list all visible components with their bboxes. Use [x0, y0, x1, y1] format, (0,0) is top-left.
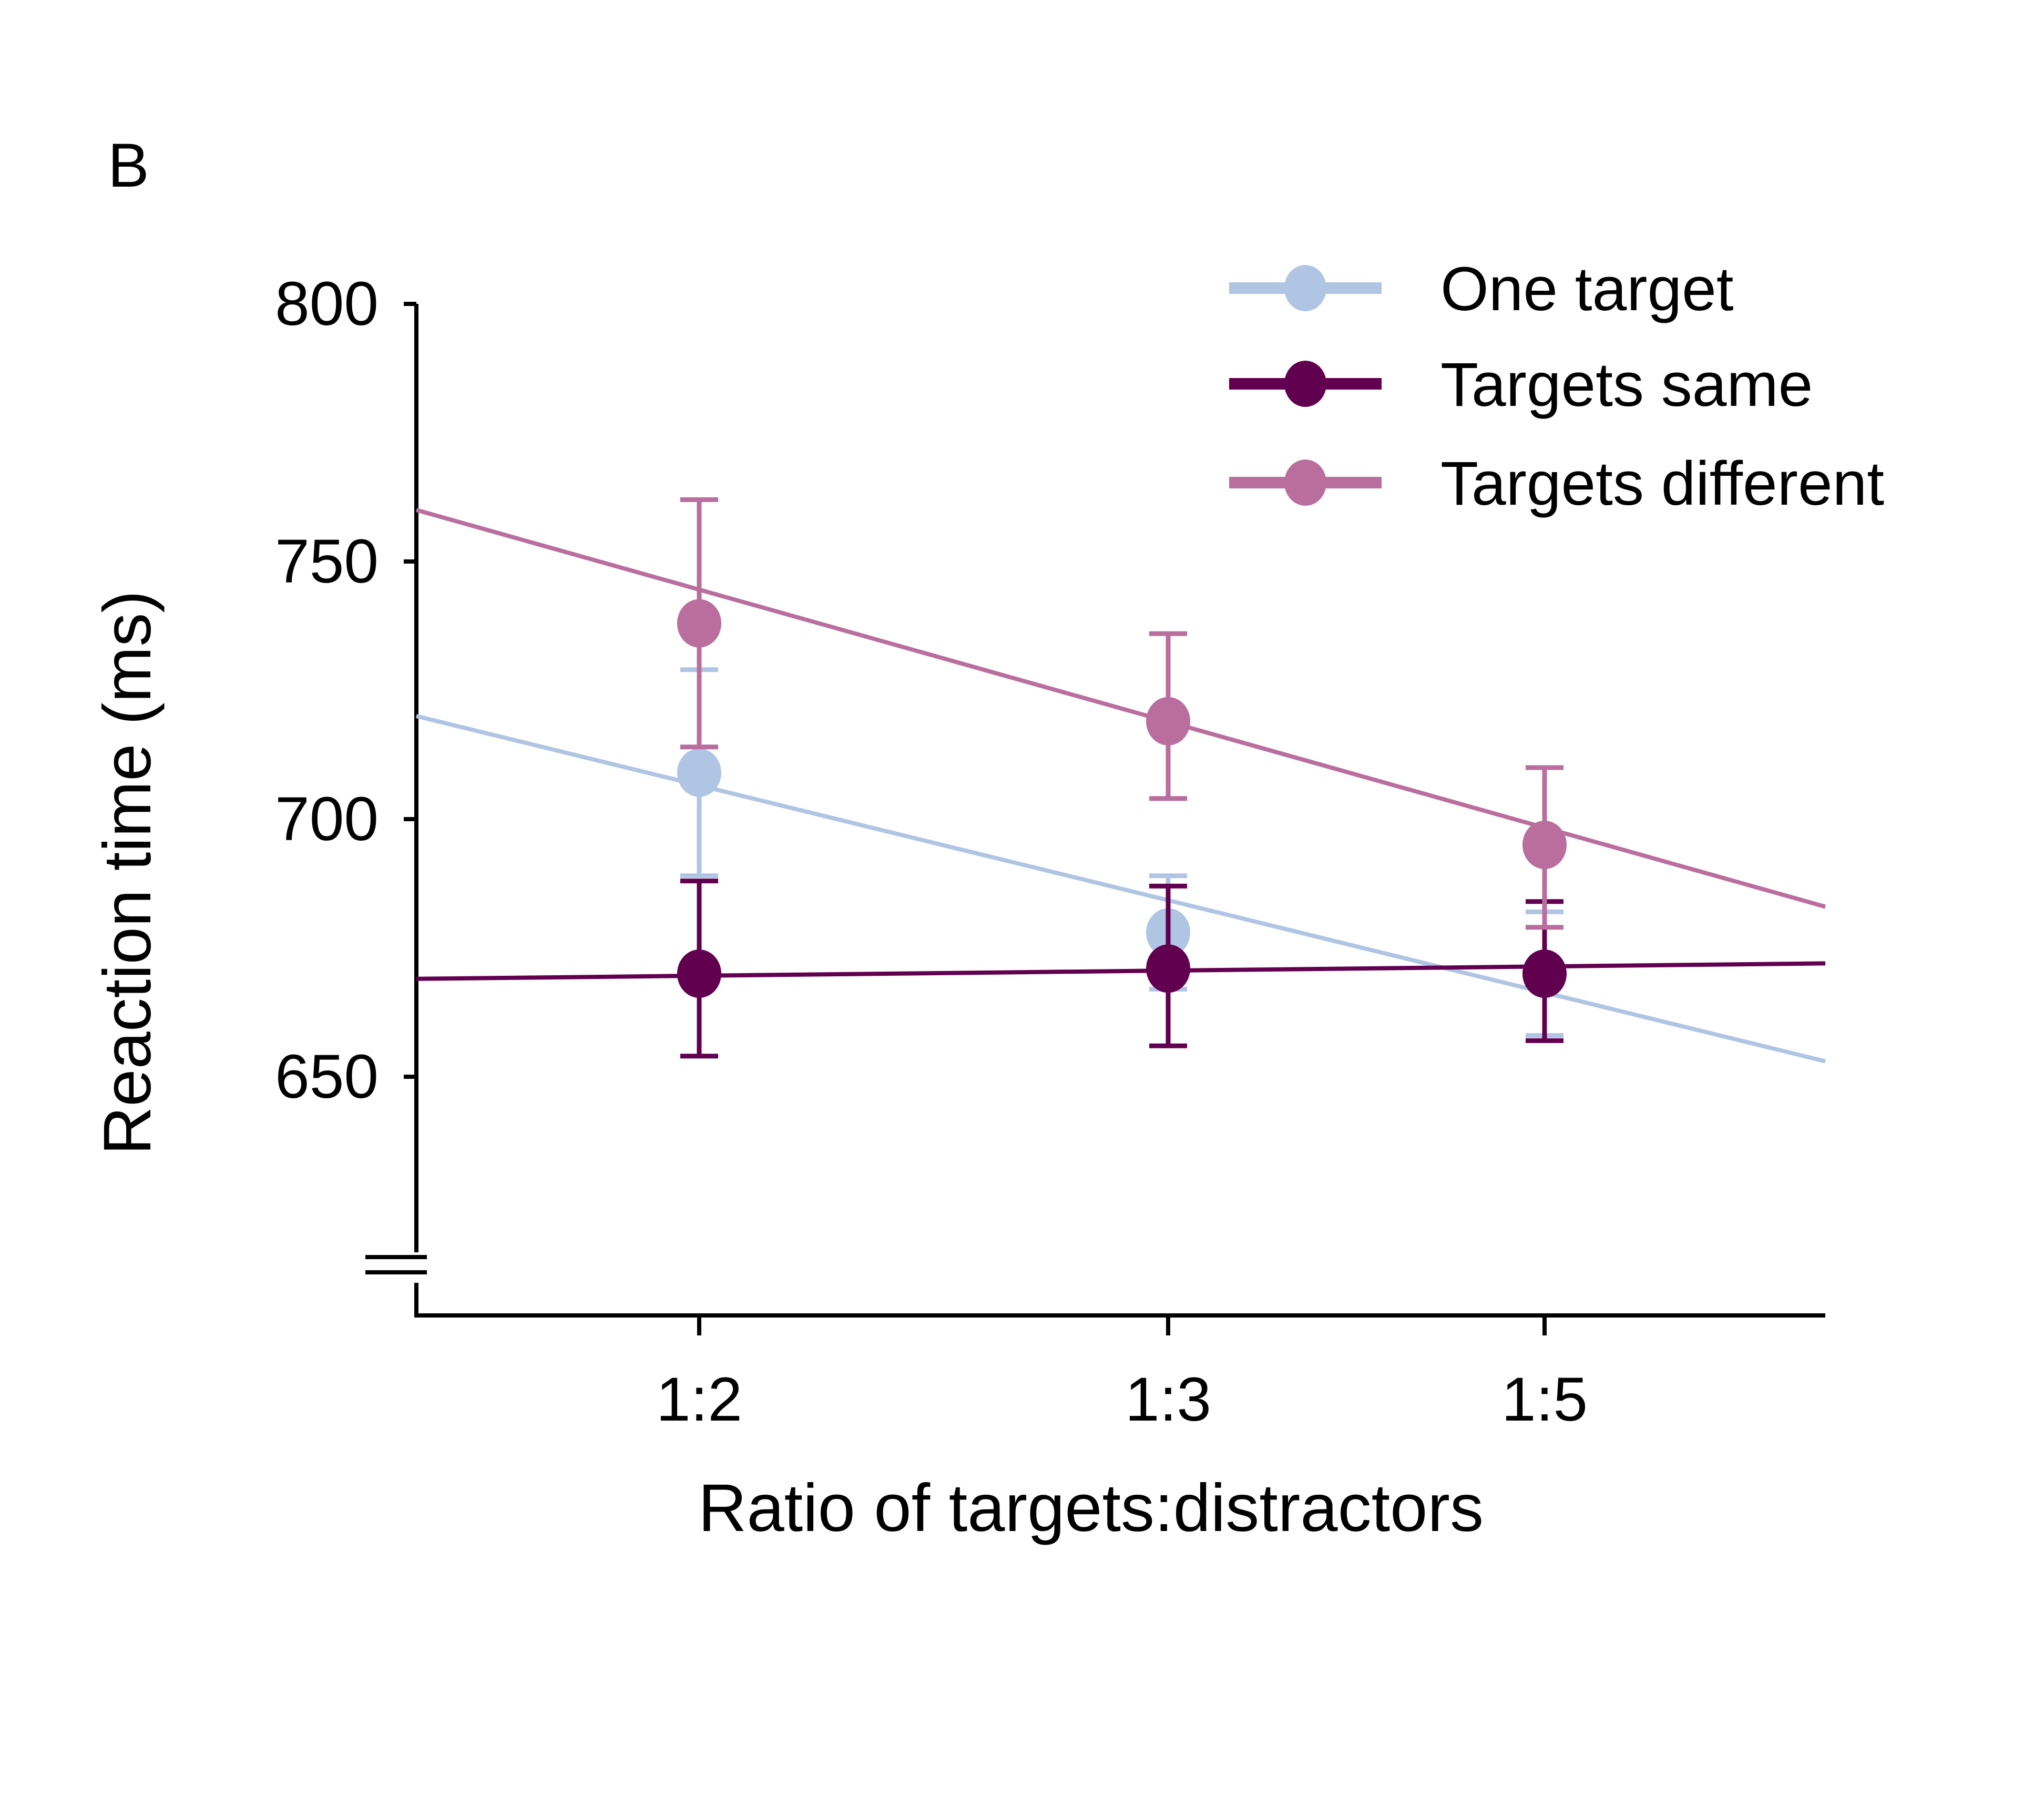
data-point	[677, 950, 721, 998]
legend-label: Targets different	[1440, 449, 1884, 518]
series-layer	[415, 497, 1826, 1064]
y-tick-label: 750	[275, 527, 379, 596]
legend-swatch-marker	[1284, 265, 1326, 311]
y-axis-label: Reaction time (ms)	[90, 590, 165, 1155]
legend: One target Targets same Targets different	[1229, 254, 1884, 518]
series-targets-same	[677, 879, 1567, 1059]
y-ticks: 650 700 750 800	[275, 269, 416, 1111]
x-axis-label: Ratio of targets:distractors	[698, 1471, 1484, 1546]
fit-line-targets-different	[415, 508, 1826, 909]
data-point	[1522, 950, 1567, 998]
fit-line-targets-same	[416, 961, 1826, 981]
series-one-target	[677, 667, 1567, 1038]
series-targets-different	[677, 497, 1567, 930]
panel-label: B	[108, 131, 149, 200]
y-axis: 650 700 750 800	[275, 269, 427, 1315]
y-tick-label: 800	[275, 269, 379, 339]
legend-swatch-marker	[1284, 460, 1326, 506]
legend-swatch-marker	[1284, 361, 1326, 407]
fit-line-one-target	[416, 714, 1826, 1064]
data-point	[677, 599, 721, 648]
x-tick-label: 1:2	[656, 1365, 742, 1434]
x-axis: 1:2 1:3 1:5	[414, 1313, 1825, 1434]
x-tick-label: 1:5	[1501, 1365, 1588, 1434]
x-tick-label: 1:3	[1125, 1365, 1211, 1434]
legend-item-targets-different: Targets different	[1229, 449, 1884, 518]
data-point	[1522, 821, 1567, 869]
y-tick-label: 650	[275, 1042, 379, 1111]
legend-item-targets-same: Targets same	[1229, 350, 1813, 420]
x-ticks: 1:2 1:3 1:5	[656, 1315, 1588, 1434]
data-point	[1146, 697, 1190, 746]
legend-item-one-target: One target	[1229, 254, 1734, 324]
legend-label: One target	[1440, 254, 1734, 324]
data-point	[677, 748, 721, 797]
y-tick-label: 700	[275, 784, 379, 854]
legend-label: Targets same	[1440, 350, 1813, 420]
data-point	[1146, 944, 1190, 993]
